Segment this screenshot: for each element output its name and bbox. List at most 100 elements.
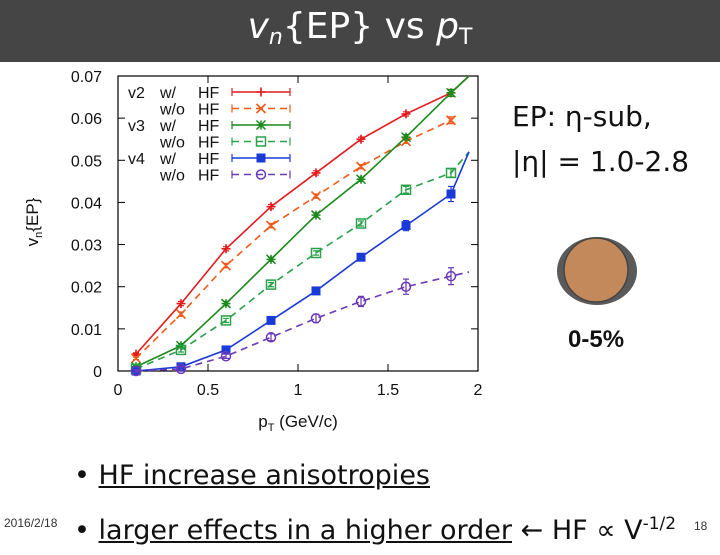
legend-hf-label: HF — [198, 135, 220, 152]
legend-bar-ends — [231, 154, 291, 162]
filled-square-marker — [221, 345, 231, 355]
legend-series-label: v2 — [128, 85, 145, 102]
event-plane-info: EP: η-sub, |η| = 1.0-2.8 — [512, 94, 689, 184]
plus-marker — [311, 168, 321, 178]
legend-hf-label: HF — [198, 118, 220, 135]
open-circle-marker — [445, 270, 457, 282]
cross-marker — [265, 220, 277, 231]
y-tick-label: 0.05 — [71, 153, 102, 170]
series-line — [135, 75, 470, 368]
legend-hf-label: HF — [198, 102, 220, 119]
star-marker — [400, 132, 412, 143]
ep-line-2: |η| = 1.0-2.8 — [512, 145, 690, 178]
plus-marker — [401, 109, 411, 119]
open-circle-marker — [265, 332, 277, 343]
cross-marker — [175, 309, 187, 320]
y-tick-label: 0.01 — [71, 322, 102, 339]
legend-bar-ends — [231, 137, 291, 146]
x-tick-label: 2 — [474, 382, 483, 399]
legend-bar-ends — [231, 104, 291, 113]
series-v4-w-o-hf — [130, 267, 470, 377]
legend-hf-state: w/o — [159, 135, 185, 152]
x-tick-label: 0 — [114, 382, 123, 399]
title-v: v — [247, 6, 269, 47]
cross-marker — [255, 103, 267, 114]
title-n: n — [268, 25, 283, 50]
error-bar — [313, 313, 319, 324]
plus-marker — [256, 87, 266, 97]
series-layer — [130, 75, 470, 377]
open-square-marker — [355, 218, 367, 229]
title-mid: {EP} vs — [282, 6, 437, 47]
legend-hf-state: w/o — [159, 168, 185, 185]
cross-marker — [310, 191, 322, 202]
error-bar — [313, 250, 319, 256]
y-tick-label: 0 — [93, 364, 102, 381]
open-circle-marker — [175, 363, 187, 375]
title-bar — [0, 0, 720, 62]
legend-hf-state: w/ — [159, 85, 177, 102]
nucleus-inner — [563, 237, 629, 303]
error-bar — [403, 185, 409, 194]
bullet-2-exponent: -1/2 — [642, 514, 677, 534]
cross-marker — [220, 260, 232, 271]
open-square-marker — [445, 167, 457, 179]
bullet-2-rest: HF ∝ V — [543, 515, 643, 546]
open-circle-marker — [130, 365, 142, 377]
filled-square-marker — [401, 221, 411, 231]
slide-number: 18 — [694, 519, 708, 533]
series-v3-w-hf — [130, 75, 470, 372]
filled-square-marker — [446, 189, 456, 199]
legend-hf-state: w/ — [159, 151, 177, 168]
filled-square-marker — [266, 315, 276, 325]
open-circle-marker — [355, 296, 367, 307]
y-tick-label: 0.02 — [71, 280, 102, 297]
bullet-2-text: larger effects in a higher order — [98, 515, 513, 546]
left-arrow-icon: ← — [520, 515, 544, 546]
bullet-2: • larger effects in a higher order ← HF … — [74, 514, 677, 546]
y-tick-label: 0.03 — [71, 238, 102, 255]
bullet-1: • HF increase anisotropies — [74, 460, 430, 491]
plus-marker — [221, 244, 231, 254]
error-bar — [358, 220, 364, 227]
filled-square-marker — [256, 153, 266, 163]
filled-square-marker — [311, 286, 321, 296]
error-bar — [178, 347, 184, 353]
filled-square-marker — [356, 252, 366, 262]
legend-hf-label: HF — [198, 151, 220, 168]
open-square-marker — [175, 344, 187, 356]
series-line — [135, 119, 452, 359]
ep-line-1: EP: η-sub, — [512, 100, 652, 133]
open-circle-marker — [220, 351, 232, 362]
error-bar — [223, 353, 229, 359]
plus-marker — [356, 134, 366, 144]
star-marker — [445, 87, 457, 98]
legend-hf-state: w/ — [159, 118, 177, 135]
open-circle-marker — [310, 313, 322, 324]
legend-hf-label: HF — [198, 168, 220, 185]
y-tick-label: 0.06 — [71, 111, 102, 128]
open-circle-marker — [255, 169, 267, 180]
open-circle-marker — [400, 281, 412, 292]
legend-bar-ends — [231, 88, 291, 96]
legend-bar-ends — [231, 170, 291, 179]
x-axis-label: pT (GeV/c) — [258, 412, 338, 434]
open-square-marker — [265, 279, 277, 290]
legend-series-label: v4 — [128, 151, 145, 168]
open-square-marker — [255, 136, 267, 147]
legend-layer: v2 w/HF w/o HF v3 w/HF w/o HF v4 w/HF w/o HF — [128, 85, 291, 185]
slide-date: 2016/2/18 — [4, 516, 58, 530]
star-marker — [220, 298, 232, 309]
error-bar — [133, 369, 139, 373]
legend-hf-label: HF — [198, 85, 220, 102]
legend-bar-ends — [231, 121, 291, 129]
error-bar — [448, 267, 454, 286]
title-t: T — [458, 25, 473, 50]
open-square-marker — [310, 247, 322, 259]
title-p: p — [436, 6, 459, 47]
error-bar — [223, 317, 229, 324]
star-marker — [310, 210, 322, 221]
open-square-marker — [400, 184, 412, 196]
axes-layer: 0 0.01 0.02 0.03 0.04 0.05 0.06 0.07 0 0.5 1 1.5 2 — [71, 69, 483, 399]
series-v2-w-o-hf — [130, 115, 457, 364]
